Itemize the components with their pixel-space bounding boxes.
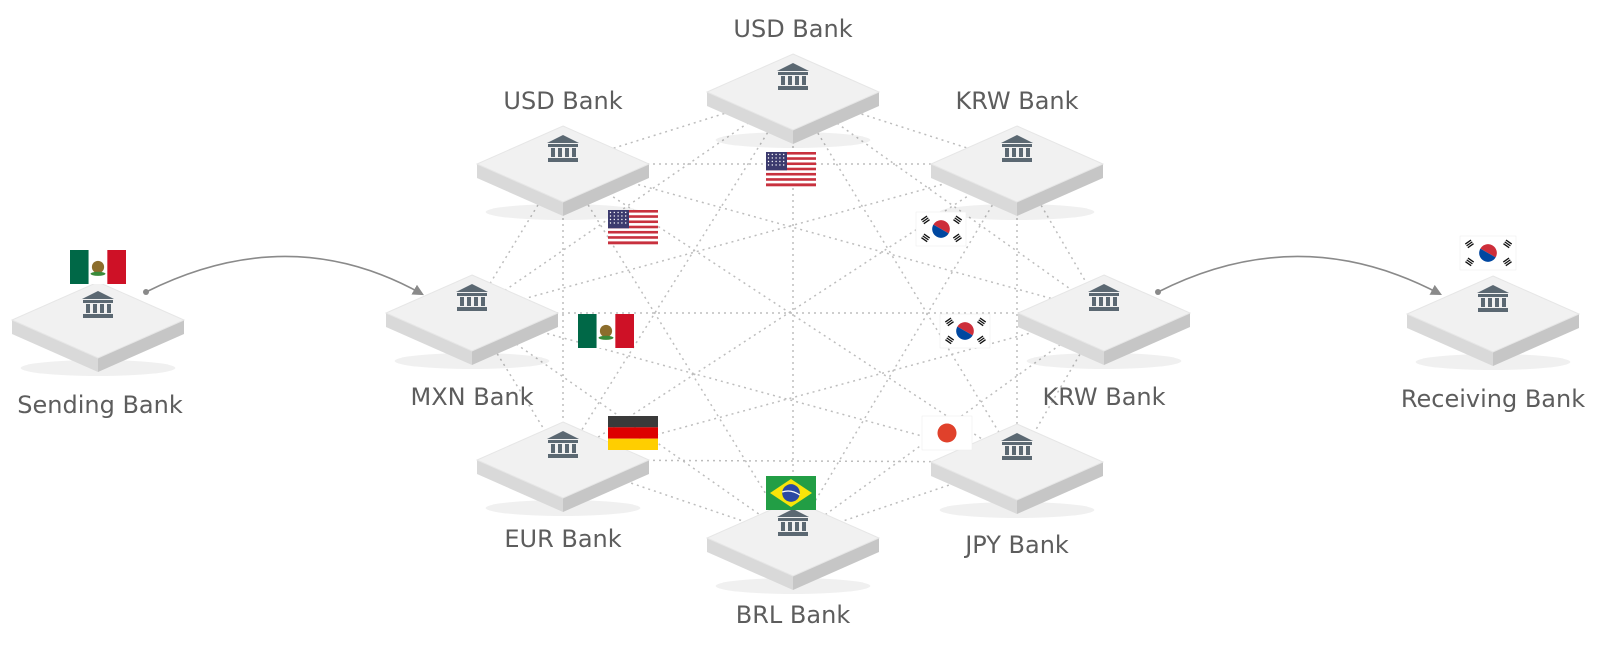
sending-bank-platform xyxy=(10,281,186,376)
upper-left-usd-bank-label: USD Bank xyxy=(503,87,623,115)
mexico-flag-icon xyxy=(70,250,126,284)
mxn-bank-label: MXN Bank xyxy=(410,383,534,411)
south-korea-flag-icon xyxy=(915,211,967,247)
network-line xyxy=(471,91,794,314)
japan-flag-icon xyxy=(921,415,973,451)
south-korea-flag-icon xyxy=(1459,235,1517,271)
network-line xyxy=(562,91,794,461)
network-line xyxy=(562,459,794,539)
network-line xyxy=(562,163,794,539)
right-bank-platform xyxy=(1016,274,1192,369)
jpy-bank-label: JPY Bank xyxy=(965,531,1069,559)
eur-bank-label: EUR Bank xyxy=(504,525,622,553)
lower-right-bank-platform xyxy=(929,423,1105,518)
receive-arrow xyxy=(1157,255,1442,296)
network-line xyxy=(471,163,1018,314)
upper-left-bank-platform xyxy=(475,125,651,220)
lower-left-bank-platform xyxy=(475,421,651,516)
upper-right-bank-platform xyxy=(929,125,1105,220)
germany-flag-icon xyxy=(608,416,658,450)
network-line xyxy=(792,163,1018,539)
mexico-flag-icon xyxy=(578,314,634,348)
upper-right-krw-bank-label: KRW Bank xyxy=(955,87,1079,115)
top-usd-bank-label: USD Bank xyxy=(733,15,853,43)
receiving-bank-platform xyxy=(1405,275,1581,370)
usa-flag-icon xyxy=(608,210,658,245)
left-bank-platform xyxy=(384,274,560,369)
bottom-bank-platform xyxy=(705,499,881,594)
receive-arrow-start-dot xyxy=(1155,289,1161,295)
network-line xyxy=(471,312,1018,463)
network-line xyxy=(562,91,794,165)
brl-bank-label: BRL Bank xyxy=(735,601,851,629)
network-line xyxy=(792,312,1105,539)
south-korea-flag-icon xyxy=(939,313,991,349)
top-bank-platform xyxy=(705,53,881,148)
send-arrow-start-dot xyxy=(143,289,149,295)
network-line xyxy=(792,91,1018,463)
usa-flag-icon xyxy=(766,152,816,187)
right-krw-bank-label: KRW Bank xyxy=(1042,383,1166,411)
send-arrow xyxy=(145,255,424,296)
brazil-flag-icon xyxy=(766,476,816,510)
receiving-bank-label: Receiving Bank xyxy=(1400,385,1586,413)
sending-bank-label: Sending Bank xyxy=(17,391,183,419)
